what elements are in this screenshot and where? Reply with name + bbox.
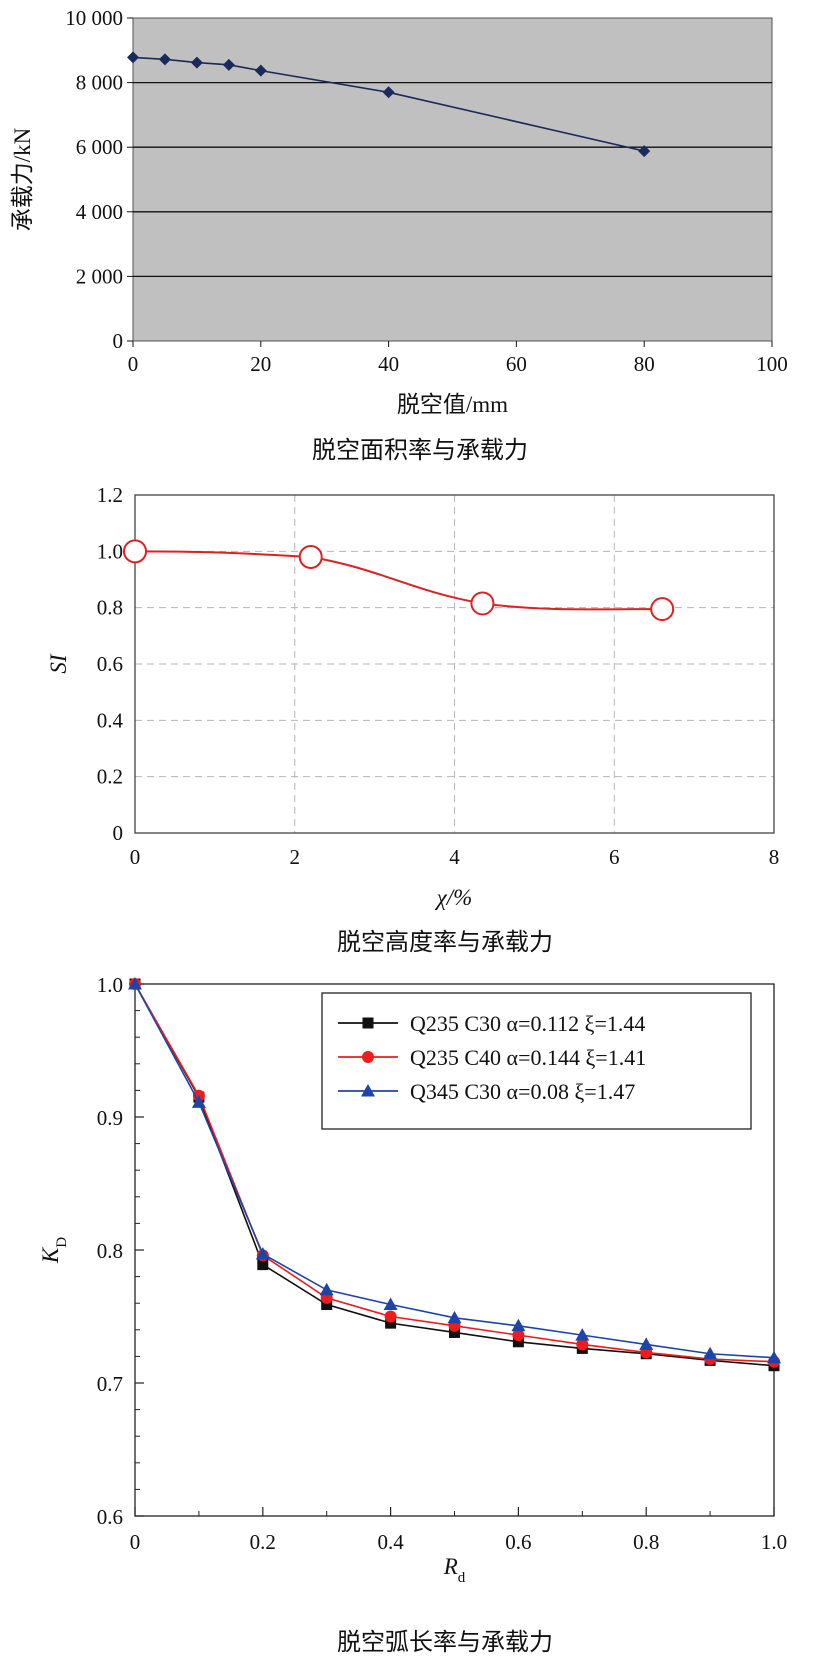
chart-1-y-tick-label: 10 000	[65, 6, 123, 30]
chart-3-series-3-point	[319, 1282, 334, 1296]
chart-3-series-3-point	[191, 1095, 206, 1108]
chart-2-x-tick-label: 6	[609, 845, 620, 869]
chart-3-caption: 脱空弧长率与承载力	[337, 1628, 553, 1656]
chart-3-series-1-point	[449, 1326, 460, 1338]
chart-3-series-3-point	[703, 1346, 718, 1360]
chart-2-x-tick-label: 4	[449, 845, 460, 869]
chart-3-series-3-point	[128, 977, 142, 990]
legend-series-3-label: Q345 C30 α=0.08 ξ=1.47	[410, 1079, 635, 1104]
chart-1-y-tick-label: 0	[113, 329, 124, 353]
chart-3-x-tick-label: 0.4	[377, 1530, 404, 1554]
chart-3-series-2-point	[576, 1338, 589, 1351]
chart-2-y-tick-label: 0.4	[97, 708, 124, 732]
chart-3-x-tick-label: 0.8	[633, 1530, 659, 1554]
chart-3-x-tick-label: 0.6	[505, 1530, 531, 1554]
chart-3-y-tick-label: 1.0	[97, 973, 123, 997]
chart-1-data-point	[158, 53, 171, 66]
chart-3-series-1-point	[385, 1317, 397, 1329]
chart-1-data-point	[222, 58, 235, 71]
chart-3-series-1-point	[257, 1259, 269, 1271]
chart-2-y-axis-label: SI	[46, 653, 71, 674]
chart-1-y-tick-label: 6 000	[76, 135, 123, 159]
chart-3-series-1-point	[321, 1299, 333, 1311]
chart-3-series-3-point	[575, 1328, 590, 1341]
chart-2-y-tick-label: 1.0	[97, 539, 123, 563]
chart-1-data-point	[190, 56, 203, 69]
chart-1-y-axis-label: 承载力/kN	[10, 127, 35, 231]
chart-1-x-tick-label: 20	[250, 352, 271, 376]
chart-2-y-tick-label: 0.6	[97, 652, 123, 676]
chart-2-x-tick-label: 0	[130, 845, 141, 869]
chart-2-si-vs-height: 0 0.2 0.4 0.6 0.8 1.0 1.2 0 2 4 6 8 χ/% SI 脱空高度率与承载力	[46, 483, 779, 956]
chart-3-series-3-point	[511, 1318, 526, 1332]
chart-3-series-2-point	[512, 1329, 525, 1342]
chart-2-series-line	[134, 550, 663, 611]
chart-1-x-tick-label: 60	[506, 352, 527, 376]
chart-3-x-tick-label: 1.0	[761, 1530, 787, 1554]
chart-2-data-point	[650, 597, 675, 622]
chart-1-x-tick-label: 100	[756, 352, 788, 376]
chart-3-series-3-point	[255, 1246, 270, 1260]
chart-2-plot-frame	[134, 494, 775, 834]
chart-1-data-point	[638, 145, 651, 158]
chart-1-x-tick-label: 0	[128, 352, 139, 376]
chart-2-data-point	[298, 544, 323, 569]
chart-2-y-tick-label: 0.2	[97, 765, 123, 789]
chart-3-x-tick-label: 0	[130, 1530, 141, 1554]
chart-3-x-tick-label: 0.2	[250, 1530, 276, 1554]
chart-1-x-axis-label: 脱空值/mm	[397, 392, 508, 417]
chart-2-data-point	[470, 591, 495, 616]
chart-1-plot-area	[132, 17, 773, 342]
chart-3-series-3-point	[767, 1350, 781, 1364]
legend-series-1-marker	[362, 1017, 374, 1029]
chart-1-y-tick-label: 8 000	[76, 71, 123, 95]
chart-1-caption: 脱空面积率与承载力	[312, 436, 528, 464]
chart-1-x-tick-label: 40	[378, 352, 399, 376]
chart-2-x-tick-label: 2	[290, 845, 301, 869]
chart-1-y-tick-label: 4 000	[76, 200, 123, 224]
legend-series-2-label: Q235 C40 α=0.144 ξ=1.41	[410, 1045, 646, 1070]
legend-series-1-label: Q235 C30 α=0.112 ξ=1.44	[410, 1011, 645, 1036]
chart-2-y-tick-label: 1.2	[97, 483, 123, 507]
chart-3-y-axis-label: KD	[38, 1237, 70, 1264]
chart-3-y-tick-label: 0.8	[97, 1239, 123, 1263]
chart-3-y-tick-label: 0.9	[97, 1106, 123, 1130]
chart-3-series-2-point	[384, 1310, 397, 1323]
chart-3-series-3-point	[447, 1310, 462, 1324]
legend-series-2-marker	[362, 1051, 374, 1063]
chart-1-y-tick-label: 2 000	[76, 264, 123, 288]
chart-1-x-tick-label: 80	[634, 352, 655, 376]
chart-1-load-vs-gap: 0 2 000 4 000 6 000 8 000 10 000 0 20 40 60 80 100 脱…	[10, 6, 788, 464]
chart-3-series-3-point	[639, 1337, 654, 1350]
chart-3-series-1-point	[512, 1336, 524, 1348]
chart-1-data-point	[382, 86, 395, 99]
chart-2-y-tick-label: 0	[113, 821, 124, 845]
legend-series-3-marker	[361, 1084, 375, 1097]
chart-3-kd-vs-rd: 0.6 0.7 0.8 0.9 1.0 0 0.2 0.4 0.6 0.8 1.0 Rd KD Q235 …	[38, 973, 787, 1656]
chart-3-x-axis-label: Rd	[443, 1554, 466, 1586]
chart-2-y-tick-label: 0.8	[97, 596, 123, 620]
chart-3-y-tick-label: 0.6	[97, 1505, 123, 1529]
chart-2-x-axis-label: χ/%	[435, 885, 473, 910]
chart-2-caption: 脱空高度率与承载力	[337, 928, 553, 956]
chart-2-data-point	[123, 539, 147, 564]
chart-3-y-tick-label: 0.7	[97, 1372, 123, 1396]
chart-3-legend: Q235 C30 α=0.112 ξ=1.44 Q235 C40 α=0.144 …	[321, 992, 752, 1130]
chart-1-data-point	[254, 64, 267, 77]
chart-1-data-point	[127, 51, 139, 64]
chart-3-legend-box	[321, 992, 752, 1130]
chart-2-x-tick-label: 8	[769, 845, 780, 869]
chart-3-series-3-point	[383, 1297, 398, 1311]
